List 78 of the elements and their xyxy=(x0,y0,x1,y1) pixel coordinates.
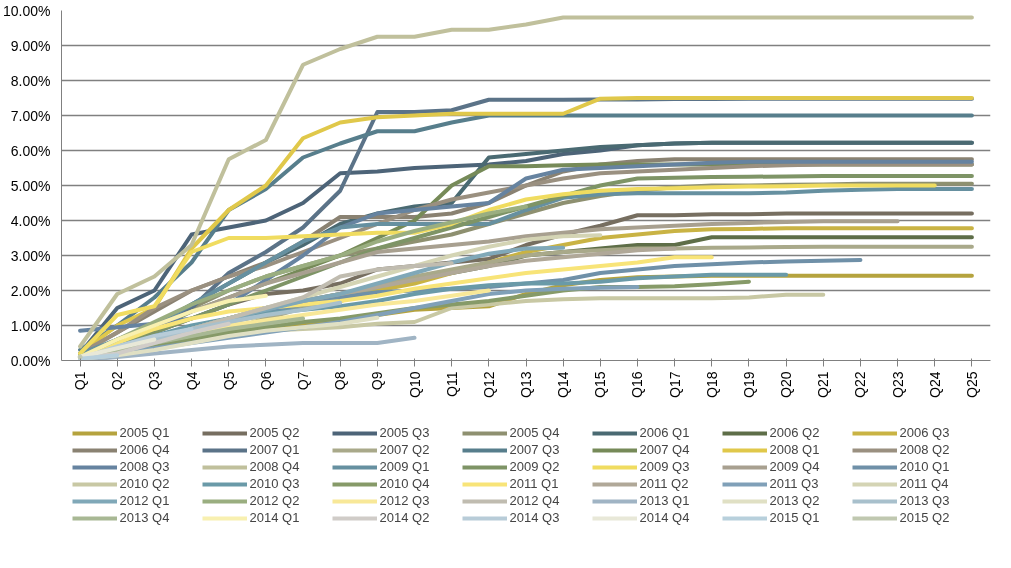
x-tick-label: Q10 xyxy=(406,371,423,398)
legend-label: 2012 Q3 xyxy=(379,493,431,508)
legend-label: 2010 Q4 xyxy=(379,476,431,491)
legend-label: 2011 Q2 xyxy=(639,476,690,491)
legend-label: 2014 Q4 xyxy=(639,510,691,525)
legend-label: 2013 Q2 xyxy=(769,493,821,508)
x-tick-label: Q21 xyxy=(815,371,832,398)
x-tick-label: Q8 xyxy=(332,371,349,391)
legend-label: 2011 Q4 xyxy=(899,476,950,491)
y-tick-label: 10.00% xyxy=(3,2,51,19)
x-tick-label: Q11 xyxy=(443,371,460,397)
x-tick-label: Q18 xyxy=(703,371,720,398)
y-tick-label: 7.00% xyxy=(10,107,51,124)
x-tick-label: Q22 xyxy=(852,371,869,398)
legend-label: 2014 Q1 xyxy=(249,510,301,525)
x-tick-label: Q12 xyxy=(480,371,497,398)
legend-label: 2013 Q1 xyxy=(639,493,691,508)
y-tick-label: 0.00% xyxy=(10,352,51,369)
x-tick-label: Q16 xyxy=(629,371,646,398)
legend-label: 2006 Q1 xyxy=(639,425,691,440)
x-tick-label: Q23 xyxy=(889,371,906,398)
x-tick-label: Q17 xyxy=(666,371,683,398)
x-tick-label: Q6 xyxy=(257,371,274,391)
legend-label: 2005 Q3 xyxy=(379,425,431,440)
legend-label: 2009 Q1 xyxy=(379,459,431,474)
legend-label: 2007 Q1 xyxy=(249,442,301,457)
y-tick-label: 8.00% xyxy=(10,72,51,89)
x-tick-label: Q13 xyxy=(518,371,534,398)
x-tick-label: Q4 xyxy=(183,371,200,391)
y-tick-label: 4.00% xyxy=(10,212,51,229)
legend-label: 2014 Q3 xyxy=(509,510,561,525)
legend-label: 2005 Q2 xyxy=(249,425,301,440)
y-tick-label: 6.00% xyxy=(10,142,51,159)
y-tick-label: 5.00% xyxy=(10,177,51,194)
legend-label: 2012 Q1 xyxy=(119,493,171,508)
y-tick-label: 1.00% xyxy=(10,317,51,334)
x-tick-label: Q24 xyxy=(926,371,943,398)
legend-label: 2010 Q1 xyxy=(899,459,951,474)
legend-label: 2005 Q1 xyxy=(119,425,171,440)
legend-label: 2008 Q3 xyxy=(119,459,171,474)
x-tick-label: Q1 xyxy=(72,371,89,391)
legend-label: 2015 Q1 xyxy=(769,510,821,525)
legend-label: 2013 Q4 xyxy=(119,510,171,525)
x-tick-label: Q19 xyxy=(740,371,757,398)
legend-label: 2011 Q1 xyxy=(509,476,560,491)
x-tick-label: Q2 xyxy=(109,371,126,391)
legend-label: 2006 Q3 xyxy=(899,425,951,440)
legend-label: 2006 Q4 xyxy=(119,442,171,457)
legend-label: 2007 Q3 xyxy=(509,442,561,457)
x-tick-label: Q20 xyxy=(778,371,795,398)
y-tick-label: 3.00% xyxy=(10,247,51,264)
legend-label: 2012 Q2 xyxy=(249,493,301,508)
x-tick-label: Q7 xyxy=(295,371,312,391)
legend-label: 2009 Q2 xyxy=(509,459,561,474)
legend-label: 2008 Q1 xyxy=(769,442,821,457)
x-tick-label: Q14 xyxy=(555,371,572,398)
x-tick-label: Q25 xyxy=(963,371,980,398)
legend-label: 2009 Q4 xyxy=(769,459,821,474)
legend-label: 2006 Q2 xyxy=(769,425,821,440)
x-tick-label: Q15 xyxy=(592,371,609,398)
legend-label: 2008 Q4 xyxy=(249,459,301,474)
legend-label: 2011 Q3 xyxy=(769,476,820,491)
legend-label: 2015 Q2 xyxy=(899,510,951,525)
legend-label: 2009 Q3 xyxy=(639,459,691,474)
legend-label: 2010 Q3 xyxy=(249,476,301,491)
legend-label: 2013 Q3 xyxy=(899,493,951,508)
legend-label: 2008 Q2 xyxy=(899,442,951,457)
legend-label: 2007 Q2 xyxy=(379,442,431,457)
x-tick-label: Q3 xyxy=(146,371,163,391)
legend-label: 2007 Q4 xyxy=(639,442,691,457)
legend-label: 2005 Q4 xyxy=(509,425,561,440)
legend-label: 2010 Q2 xyxy=(119,476,171,491)
x-tick-label: Q5 xyxy=(220,371,237,391)
y-tick-label: 2.00% xyxy=(10,282,51,299)
x-tick-label: Q9 xyxy=(369,371,386,391)
legend-label: 2014 Q2 xyxy=(379,510,431,525)
legend-label: 2012 Q4 xyxy=(509,493,561,508)
y-tick-label: 9.00% xyxy=(10,37,51,54)
